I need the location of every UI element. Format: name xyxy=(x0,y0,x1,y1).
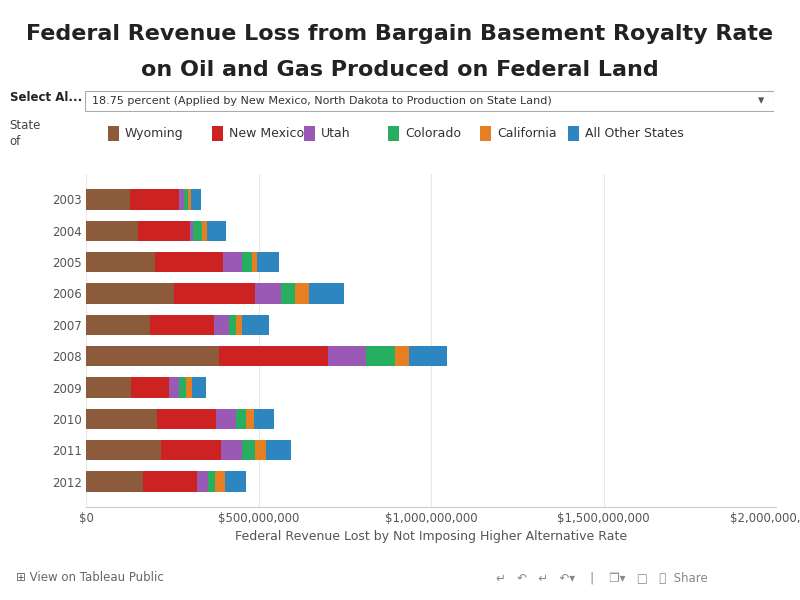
Bar xyxy=(186,377,192,398)
Bar xyxy=(295,283,310,304)
Bar xyxy=(221,440,242,460)
Bar xyxy=(169,377,179,398)
Text: Federal Revenue Loss from Bargain Basement Royalty Rate: Federal Revenue Loss from Bargain Baseme… xyxy=(26,24,774,44)
Bar xyxy=(192,377,206,398)
Bar xyxy=(138,221,190,241)
Bar xyxy=(282,283,295,304)
Text: Wyoming: Wyoming xyxy=(125,127,183,140)
Bar xyxy=(395,346,410,367)
Text: State
of: State of xyxy=(10,119,41,148)
FancyBboxPatch shape xyxy=(85,91,774,111)
Bar xyxy=(86,221,138,241)
Bar xyxy=(246,409,254,429)
Bar xyxy=(222,252,242,272)
Bar xyxy=(86,314,150,335)
Text: New Mexico: New Mexico xyxy=(229,127,304,140)
Bar xyxy=(86,189,130,209)
Bar xyxy=(225,472,246,492)
Bar xyxy=(216,409,236,429)
Bar xyxy=(150,314,214,335)
Bar xyxy=(131,377,169,398)
Text: All Other States: All Other States xyxy=(585,127,683,140)
Bar xyxy=(179,377,186,398)
Text: Select Al...: Select Al... xyxy=(10,91,82,104)
Bar xyxy=(179,189,184,209)
Bar xyxy=(219,346,328,367)
Bar xyxy=(202,221,206,241)
Bar xyxy=(86,472,143,492)
Bar xyxy=(242,252,252,272)
Bar xyxy=(252,252,257,272)
Text: Colorado: Colorado xyxy=(405,127,461,140)
Bar xyxy=(191,189,201,209)
Bar xyxy=(410,346,447,367)
Bar xyxy=(86,283,174,304)
X-axis label: Federal Revenue Lost by Not Imposing Higher Alternative Rate: Federal Revenue Lost by Not Imposing Hig… xyxy=(235,530,627,544)
Bar xyxy=(236,314,242,335)
Bar xyxy=(215,472,225,492)
Bar xyxy=(257,252,279,272)
Bar xyxy=(184,189,188,209)
Bar xyxy=(194,221,202,241)
Text: California: California xyxy=(497,127,557,140)
Text: on Oil and Gas Produced on Federal Land: on Oil and Gas Produced on Federal Land xyxy=(141,60,659,80)
Bar xyxy=(86,440,161,460)
Text: ⊞ View on Tableau Public: ⊞ View on Tableau Public xyxy=(16,571,164,584)
Bar xyxy=(86,377,131,398)
Bar xyxy=(266,440,290,460)
Bar xyxy=(236,409,246,429)
Bar xyxy=(366,346,395,367)
Bar xyxy=(143,472,197,492)
Bar xyxy=(214,314,230,335)
Text: ↵   ↶   ↵   ↶▾    |    ❐▾   □   ⤴  Share: ↵ ↶ ↵ ↶▾ | ❐▾ □ ⤴ Share xyxy=(496,571,708,584)
Bar xyxy=(310,283,344,304)
Bar xyxy=(242,440,254,460)
Text: 18.75 percent (Applied by New Mexico, North Dakota to Production on State Land): 18.75 percent (Applied by New Mexico, No… xyxy=(92,96,551,106)
Bar xyxy=(174,283,255,304)
Bar xyxy=(208,472,215,492)
Bar xyxy=(161,440,221,460)
Bar xyxy=(86,346,219,367)
Bar xyxy=(328,346,366,367)
Bar xyxy=(86,409,157,429)
Text: Utah: Utah xyxy=(321,127,350,140)
Bar xyxy=(188,189,191,209)
Bar xyxy=(206,221,226,241)
Bar xyxy=(130,189,179,209)
Bar xyxy=(155,252,222,272)
Bar xyxy=(254,440,266,460)
Bar xyxy=(190,221,194,241)
Text: ▾: ▾ xyxy=(758,95,764,107)
Bar xyxy=(197,472,208,492)
Bar xyxy=(157,409,216,429)
Bar xyxy=(230,314,236,335)
Bar xyxy=(86,252,155,272)
Bar xyxy=(255,283,282,304)
Bar xyxy=(254,409,274,429)
Bar xyxy=(242,314,270,335)
